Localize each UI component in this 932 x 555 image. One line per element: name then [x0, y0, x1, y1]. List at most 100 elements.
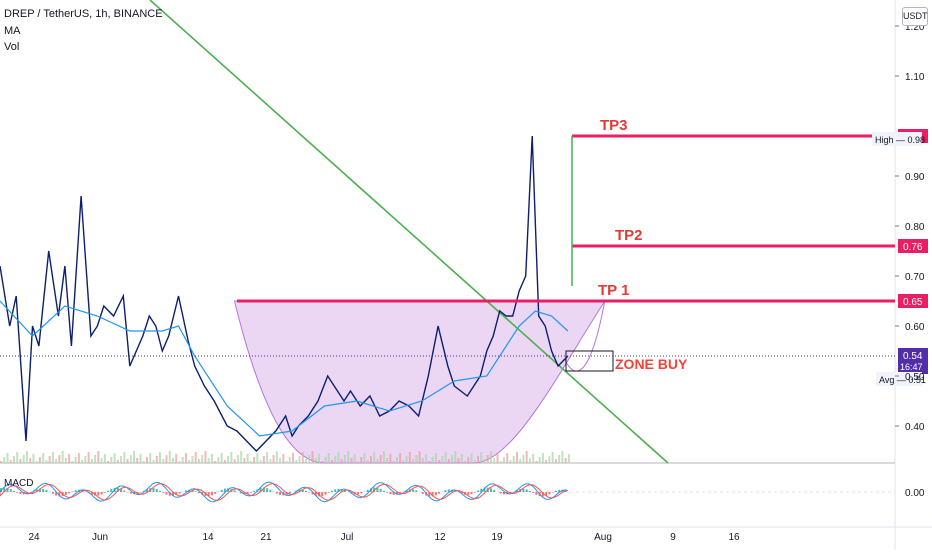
price-tick-label: 0.70	[905, 272, 925, 283]
volume-bar	[477, 456, 479, 463]
volume-bar	[107, 461, 109, 463]
volume-bar	[36, 461, 38, 463]
macd-histogram-bar	[367, 490, 369, 492]
volume-bar	[52, 452, 54, 463]
macd-histogram-bar	[253, 491, 255, 492]
current-price-badge-text: 0.54	[903, 351, 923, 362]
time-tick-label: Aug	[594, 532, 612, 543]
volume-bar	[104, 454, 106, 463]
time-tick-label: 12	[434, 532, 446, 543]
volume-bar	[295, 460, 297, 463]
volume-bar	[146, 457, 148, 463]
price-tick-label: 0.50	[905, 372, 925, 383]
volume-bar	[159, 452, 161, 463]
macd-histogram-bar	[389, 492, 391, 494]
volume-bar	[305, 459, 307, 463]
volume-bar	[230, 452, 232, 463]
volume-bar	[445, 452, 447, 463]
volume-bar	[344, 455, 346, 463]
volume-bar	[337, 452, 339, 463]
tp-level-label: TP 1	[598, 282, 629, 299]
volume-bar	[273, 455, 275, 463]
volume-bar	[32, 454, 34, 463]
macd-histogram-bar	[159, 491, 161, 492]
time-tick-label: 19	[491, 532, 503, 543]
volume-bar	[506, 453, 508, 463]
volume-bar	[140, 454, 142, 463]
volume-bar	[289, 457, 291, 463]
volume-bar	[299, 456, 301, 463]
volume-bar	[26, 451, 28, 463]
volume-bar	[370, 456, 372, 463]
volume-bar	[153, 460, 155, 463]
volume-bar	[548, 456, 550, 463]
volume-bar	[29, 458, 31, 463]
volume-bar	[101, 458, 103, 463]
ma-indicator-label[interactable]: MA	[4, 25, 21, 38]
macd-histogram-bar	[331, 491, 333, 492]
macd-axis-label: 0.00	[905, 488, 925, 499]
high-marker-label: High — 0.98	[875, 135, 925, 145]
volume-bar	[195, 452, 197, 463]
volume-bar	[127, 459, 129, 463]
volume-bar	[279, 458, 281, 463]
macd-histogram-bar	[305, 491, 307, 492]
price-tick-label: 0.40	[905, 422, 925, 433]
macd-histogram-bar	[438, 492, 440, 494]
volume-bar	[409, 452, 411, 463]
macd-histogram-bar	[214, 492, 216, 494]
vol-indicator-label[interactable]: Vol	[4, 41, 19, 54]
volume-bar	[399, 453, 401, 463]
macd-histogram-bar	[276, 492, 278, 494]
volume-bar	[71, 461, 73, 463]
volume-bar	[471, 453, 473, 463]
macd-histogram-bar	[16, 492, 18, 493]
volume-bar	[201, 455, 203, 463]
volume-bar	[123, 452, 125, 463]
macd-histogram-bar	[195, 491, 197, 492]
macd-histogram-bar	[522, 489, 524, 492]
volume-bar	[467, 457, 469, 463]
volume-bar	[191, 456, 193, 463]
volume-bar	[97, 451, 99, 463]
volume-bar	[535, 461, 537, 463]
volume-bar	[451, 455, 453, 463]
volume-bar	[428, 461, 430, 463]
volume-bar	[221, 453, 223, 463]
macd-histogram-bar	[471, 492, 473, 494]
symbol-title: DREP / TetherUS, 1h, BINANCE	[4, 8, 163, 21]
volume-bar	[448, 459, 450, 463]
volume-bar	[58, 455, 60, 463]
volume-bar	[91, 459, 93, 463]
volume-bar	[458, 458, 460, 463]
volume-bar	[217, 457, 219, 463]
countdown-text: 16:47	[900, 362, 923, 372]
currency-button[interactable]: USDT	[902, 7, 928, 26]
macd-histogram-bar	[140, 492, 142, 493]
volume-bar	[509, 460, 511, 463]
macd-histogram-bar	[165, 492, 167, 495]
volume-bar	[503, 457, 505, 463]
volume-bar	[354, 454, 356, 463]
volume-bar	[149, 453, 151, 463]
macd-histogram-bar	[380, 489, 382, 492]
volume-bar	[10, 460, 12, 463]
macd-histogram-bar	[162, 492, 164, 493]
macd-histogram-bar	[101, 492, 103, 494]
volume-bar	[175, 454, 177, 463]
macd-histogram-bar	[445, 490, 447, 492]
volume-bar	[487, 455, 489, 463]
volume-bar	[484, 459, 486, 463]
volume-bar	[363, 453, 365, 463]
volume-bar	[55, 459, 57, 463]
macd-indicator-label[interactable]: MACD	[4, 477, 33, 490]
volume-bar	[165, 455, 167, 463]
volume-bar	[211, 454, 213, 463]
volume-bar	[565, 458, 567, 463]
macd-histogram-bar	[211, 492, 213, 495]
volume-bar	[117, 460, 119, 463]
zone-buy-box	[566, 351, 613, 371]
macd-histogram-bar	[104, 492, 106, 493]
